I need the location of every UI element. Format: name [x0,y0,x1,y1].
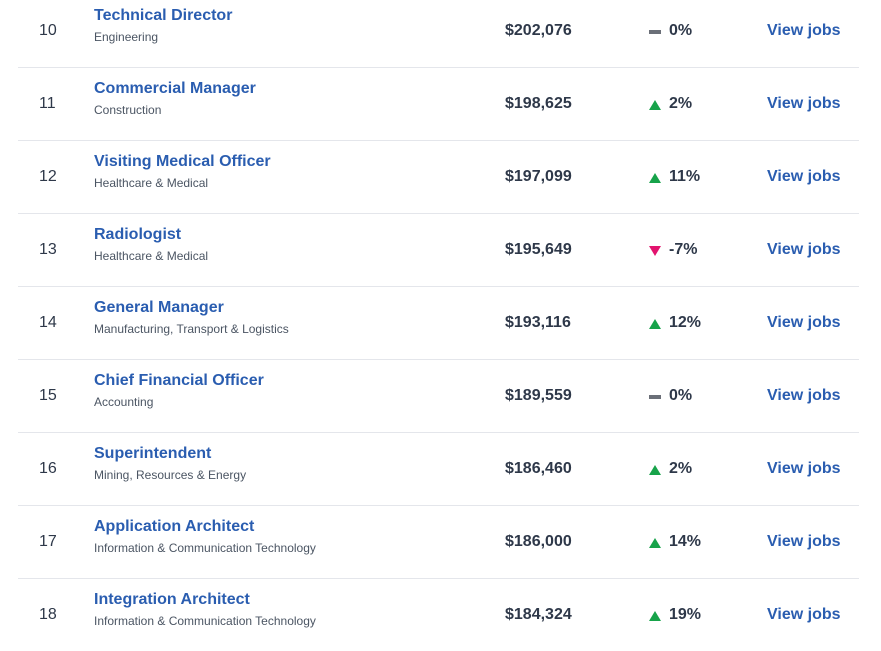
salary-value: $193,116 [505,314,571,331]
table-row: 10 Technical Director Engineering $202,0… [18,0,859,68]
rank-number: 14 [39,314,57,331]
flat-trend-icon [649,390,661,402]
salary-value: $198,625 [505,95,572,112]
table-row: 16 Superintendent Mining, Resources & En… [18,433,859,506]
rank-number: 17 [39,533,57,550]
change-percent: 0% [669,22,693,39]
role-cell: Chief Financial Officer Accounting [94,372,264,409]
trend-up-icon [649,171,661,183]
view-jobs-link[interactable]: View jobs [767,168,841,185]
salary-change: 2% [649,460,692,478]
view-jobs-link[interactable]: View jobs [767,387,841,404]
view-jobs-link[interactable]: View jobs [767,460,841,477]
trend-up-icon [649,317,661,329]
salary-change: -7% [649,241,697,259]
job-title-link[interactable]: Integration Architect [94,591,250,608]
table-row: 15 Chief Financial Officer Accounting $1… [18,360,859,433]
job-category: Information & Communication Technology [94,614,316,628]
salary-change: 0% [649,22,692,40]
job-category: Healthcare & Medical [94,249,209,263]
job-category: Information & Communication Technology [94,541,316,555]
table-row: 12 Visiting Medical Officer Healthcare &… [18,141,859,214]
change-percent: 0% [669,387,693,404]
job-title-link[interactable]: Radiologist [94,226,182,243]
rank-number: 11 [39,95,56,112]
table-row: 14 General Manager Manufacturing, Transp… [18,287,859,360]
job-title-link[interactable]: Application Architect [94,518,255,535]
salary-change: 19% [649,606,701,624]
rank-number: 16 [39,460,57,477]
table-row: 11 Commercial Manager Construction $198,… [18,68,859,141]
role-cell: General Manager Manufacturing, Transport… [94,299,289,336]
salary-value: $202,076 [505,22,572,39]
job-title-link[interactable]: General Manager [94,299,224,316]
job-title-link[interactable]: Commercial Manager [94,80,256,97]
salary-change: 0% [649,387,692,405]
salary-value: $186,000 [505,533,572,550]
salary-value: $186,460 [505,460,572,477]
rank-number: 13 [39,241,57,258]
view-jobs-link[interactable]: View jobs [767,606,841,623]
view-jobs-link[interactable]: View jobs [767,95,841,112]
salary-change: 2% [649,95,692,113]
trend-up-icon [649,98,661,110]
job-title-link[interactable]: Chief Financial Officer [94,372,264,389]
role-cell: Application Architect Information & Comm… [94,518,316,555]
job-category: Healthcare & Medical [94,176,209,190]
view-jobs-link[interactable]: View jobs [767,533,841,550]
change-percent: 2% [669,460,693,477]
change-percent: 19% [669,606,702,623]
job-category: Mining, Resources & Energy [94,468,247,482]
role-cell: Radiologist Healthcare & Medical [94,226,208,263]
table-row: 13 Radiologist Healthcare & Medical $195… [18,214,859,287]
salary-value: $197,099 [505,168,572,185]
job-category: Accounting [94,395,154,409]
job-category: Engineering [94,30,159,44]
trend-up-icon [649,463,661,475]
trend-up-icon [649,536,661,548]
rank-number: 12 [39,168,57,185]
change-percent: 2% [669,95,693,112]
view-jobs-link[interactable]: View jobs [767,22,841,39]
role-cell: Commercial Manager Construction [94,80,256,117]
job-title-link[interactable]: Technical Director [94,7,233,24]
salary-change: 14% [649,533,701,551]
trend-down-icon [649,244,661,256]
rank-number: 10 [39,22,57,39]
change-percent: 12% [669,314,702,331]
flat-trend-icon [649,25,661,37]
role-cell: Superintendent Mining, Resources & Energ… [94,445,246,482]
job-title-link[interactable]: Superintendent [94,445,212,462]
salary-value: $189,559 [505,387,572,404]
salary-value: $195,649 [505,241,572,258]
job-title-link[interactable]: Visiting Medical Officer [94,153,271,170]
table-row: 18 Integration Architect Information & C… [18,579,859,651]
change-percent: 14% [669,533,702,550]
salary-change: 11% [649,168,700,186]
job-category: Manufacturing, Transport & Logistics [94,322,289,336]
view-jobs-link[interactable]: View jobs [767,314,841,331]
trend-up-icon [649,609,661,621]
change-percent: -7% [669,241,698,258]
view-jobs-link[interactable]: View jobs [767,241,841,258]
table-row: 17 Application Architect Information & C… [18,506,859,579]
role-cell: Integration Architect Information & Comm… [94,591,316,628]
role-cell: Technical Director Engineering [94,7,232,44]
rank-number: 15 [39,387,57,404]
salary-change: 12% [649,314,701,332]
salary-value: $184,324 [505,606,572,623]
job-category: Construction [94,103,162,117]
salary-table: 10 Technical Director Engineering $202,0… [18,0,859,651]
rank-number: 18 [39,606,57,623]
change-percent: 11% [669,168,701,185]
role-cell: Visiting Medical Officer Healthcare & Me… [94,153,271,190]
